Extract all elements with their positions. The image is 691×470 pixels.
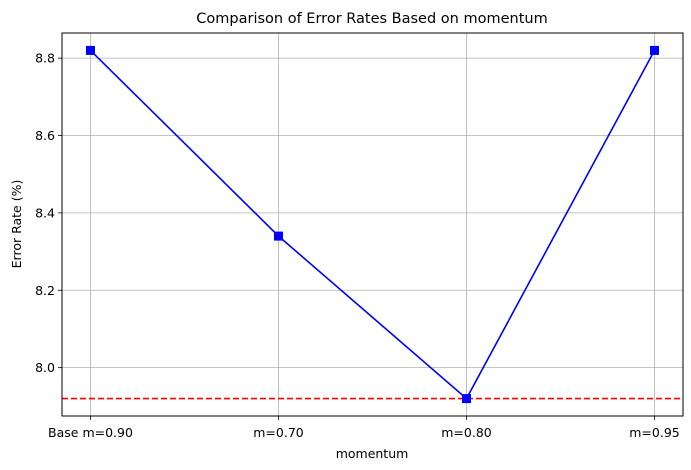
y-tick-label: 8.8 [35,51,55,66]
x-tick-label: Base m=0.90 [48,425,133,440]
y-axis-label: Error Rate (%) [9,180,24,269]
x-tick-label: m=0.70 [253,425,304,440]
x-axis-ticks: Base m=0.90 m=0.70 m=0.80 m=0.95 [48,416,680,440]
y-axis-ticks: 8.0 8.2 8.4 8.6 8.8 [35,51,62,375]
series-group [86,45,659,404]
data-point-marker [274,231,283,241]
y-tick-label: 8.4 [35,205,55,220]
series-line [89,49,656,400]
data-point-marker [650,45,659,55]
chart-title: Comparison of Error Rates Based on momen… [196,11,547,27]
y-tick-label: 8.0 [35,360,55,375]
x-tick-label: m=0.80 [441,425,492,440]
data-point-marker [86,45,95,55]
plot-frame [61,32,684,417]
y-tick-label: 8.2 [35,283,55,298]
grid-lines [62,33,683,416]
data-point-marker [462,394,471,404]
x-axis-label: momentum [336,446,409,461]
x-tick-label: m=0.95 [629,425,679,440]
y-tick-label: 8.6 [35,128,55,143]
